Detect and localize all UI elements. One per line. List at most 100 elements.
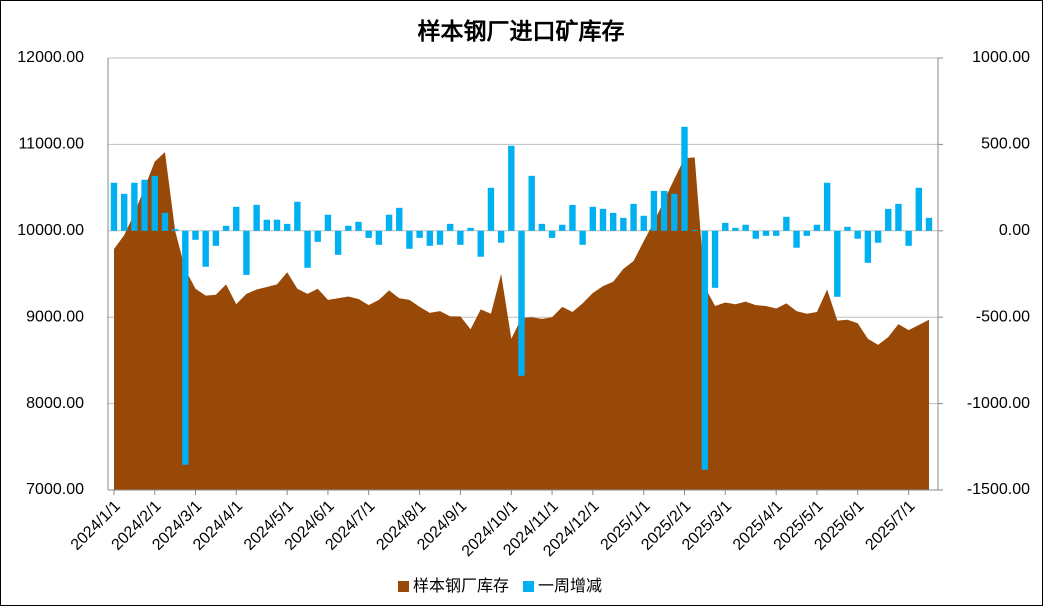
- bar: [691, 229, 698, 231]
- bar: [762, 230, 770, 236]
- bar: [375, 230, 383, 245]
- bar: [783, 216, 790, 231]
- bar: [742, 224, 749, 231]
- bar: [640, 215, 647, 231]
- bar: [416, 230, 423, 238]
- bar: [131, 182, 138, 231]
- bar: [334, 230, 342, 255]
- bar: [304, 230, 311, 268]
- bar: [171, 229, 179, 231]
- bar: [609, 212, 617, 231]
- bar: [905, 230, 912, 246]
- bar: [864, 230, 872, 263]
- bar: [844, 226, 851, 231]
- bar: [426, 230, 434, 246]
- bar: [446, 223, 454, 231]
- bar: [803, 230, 810, 236]
- chart-title: 样本钢厂进口矿库存: [418, 18, 625, 44]
- bar: [497, 230, 505, 243]
- bar: [385, 214, 393, 231]
- bar: [772, 230, 780, 236]
- bar: [559, 224, 566, 231]
- bar: [569, 204, 576, 231]
- bar: [538, 223, 546, 231]
- bar: [192, 230, 199, 240]
- legend-label: 样本钢厂库存: [413, 577, 509, 595]
- bar: [345, 225, 352, 231]
- bar: [630, 203, 637, 231]
- legend-swatch: [523, 581, 535, 592]
- legend-label: 一周增减: [538, 577, 602, 595]
- bar: [233, 206, 240, 231]
- y2-tick-label: 1000.00: [972, 49, 1030, 66]
- bar: [895, 203, 902, 231]
- y-tick-label: 9000.00: [26, 308, 84, 325]
- bar: [467, 227, 474, 231]
- bar: [671, 193, 678, 231]
- bar: [650, 190, 658, 231]
- bar: [283, 223, 291, 231]
- bar: [660, 190, 668, 231]
- bar: [752, 230, 760, 239]
- bar: [925, 217, 933, 231]
- bar: [365, 230, 372, 238]
- y2-tick-label: -500.00: [976, 308, 1030, 325]
- bar: [324, 214, 332, 231]
- bar: [202, 230, 209, 267]
- bar: [182, 230, 189, 465]
- bar: [212, 230, 220, 246]
- bar: [222, 225, 230, 231]
- y2-tick-label: -1000.00: [967, 395, 1030, 412]
- bar: [110, 182, 118, 231]
- bar: [273, 219, 281, 231]
- bar: [579, 230, 586, 245]
- y2-tick-label: -1500.00: [967, 481, 1030, 498]
- y-tick-label: 10000.00: [17, 222, 84, 239]
- bar: [396, 207, 403, 231]
- bar: [732, 227, 739, 231]
- bar: [589, 206, 597, 231]
- bar: [854, 230, 861, 239]
- y2-tick-label: 500.00: [981, 136, 1030, 153]
- bar: [528, 175, 535, 231]
- bar: [548, 230, 556, 238]
- bar: [457, 230, 464, 245]
- bar: [711, 230, 719, 288]
- y-tick-label: 8000.00: [26, 395, 84, 412]
- bar: [874, 230, 882, 243]
- bar: [518, 230, 525, 376]
- bar: [681, 126, 688, 231]
- bar: [120, 193, 128, 231]
- y-tick-label: 7000.00: [26, 481, 84, 498]
- bar: [701, 230, 709, 470]
- bar: [406, 230, 413, 249]
- y2-tick-label: 0.00: [999, 222, 1030, 239]
- bar: [599, 208, 607, 231]
- bar: [813, 224, 821, 231]
- bar: [722, 222, 729, 231]
- y-tick-label: 11000.00: [18, 136, 84, 153]
- bar: [294, 201, 301, 231]
- bar: [487, 187, 495, 231]
- bar: [620, 217, 627, 231]
- bar: [834, 230, 841, 297]
- bar: [477, 230, 484, 257]
- bar: [915, 187, 923, 231]
- legend-swatch: [398, 581, 409, 592]
- bar: [314, 230, 321, 242]
- bar: [161, 212, 169, 231]
- bar: [243, 230, 250, 275]
- bar: [263, 219, 271, 231]
- bar: [355, 221, 362, 231]
- bar: [793, 230, 800, 248]
- bar: [508, 145, 515, 231]
- bar: [151, 175, 158, 231]
- bar: [436, 230, 444, 245]
- bar: [141, 179, 148, 231]
- bar: [823, 182, 831, 231]
- bar: [253, 204, 260, 231]
- bar: [885, 208, 892, 231]
- y-tick-label: 12000.00: [17, 49, 84, 66]
